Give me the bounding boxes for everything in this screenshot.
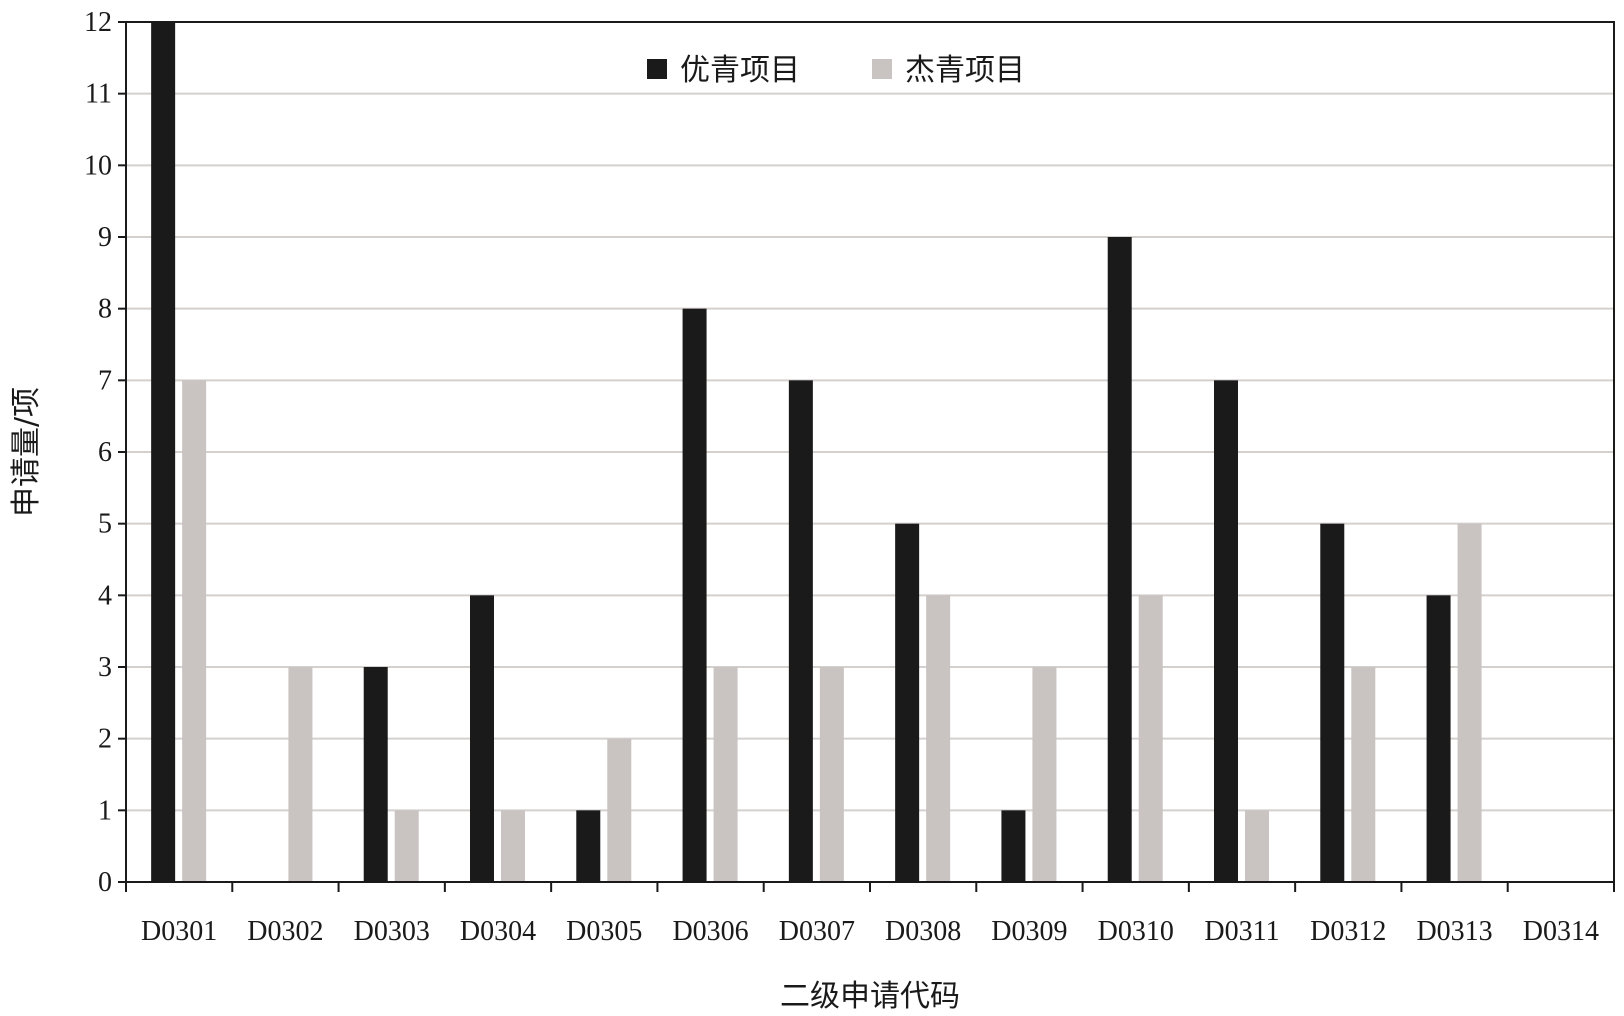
- bar-youqing-d0303: [363, 667, 388, 882]
- gridlines: [126, 21, 1614, 812]
- bar-jieqing-d0307: [819, 667, 844, 882]
- bar-youqing-d0308: [895, 523, 920, 882]
- bar-jieqing-d0305: [607, 738, 632, 882]
- bar-youqing-d0309: [1001, 810, 1026, 882]
- x-tick-label: D0303: [354, 916, 430, 947]
- bar-jieqing-d0308: [926, 595, 951, 882]
- x-tick-label: D0308: [885, 916, 961, 947]
- bar-jieqing-d0306: [713, 667, 738, 882]
- bar-jieqing-d0311: [1245, 810, 1269, 882]
- x-tick-label: D0302: [247, 916, 323, 947]
- y-tick-label: 4: [98, 580, 112, 611]
- x-tick-label: D0306: [672, 916, 748, 947]
- bar-jieqing-d0301: [182, 380, 207, 882]
- legend-swatch-youqing: [647, 59, 667, 79]
- x-axis-title: 二级申请代码: [780, 979, 960, 1014]
- bars: [151, 22, 1482, 883]
- x-tick-label: D0307: [779, 916, 855, 947]
- bar-jieqing-d0309: [1032, 667, 1057, 882]
- x-tick-label: D0305: [566, 916, 642, 947]
- y-tick-label: 5: [98, 509, 112, 540]
- x-tick-label: D0310: [1098, 916, 1174, 947]
- legend-label-jieqing: 杰青项目: [905, 53, 1025, 88]
- bar-youqing-d0307: [788, 380, 813, 882]
- bar-jieqing-d0313: [1457, 523, 1482, 882]
- legend-swatch-jieqing: [872, 59, 892, 79]
- y-tick-label: 6: [98, 437, 112, 468]
- y-tick-label: 9: [98, 222, 112, 253]
- bar-youqing-d0312: [1320, 523, 1345, 882]
- x-tick-label: D0313: [1416, 916, 1492, 947]
- y-tick-label: 2: [98, 724, 112, 755]
- bar-youqing-d0305: [576, 810, 601, 882]
- y-tick-label: 3: [98, 652, 112, 683]
- y-tick-label: 1: [98, 795, 112, 826]
- x-tick-label: D0314: [1523, 916, 1599, 947]
- bar-youqing-d0310: [1107, 237, 1132, 882]
- y-tick-label: 12: [84, 7, 112, 38]
- y-tick-label: 0: [98, 867, 112, 898]
- x-tick-label: D0309: [991, 916, 1067, 947]
- bar-jieqing-d0310: [1138, 595, 1163, 882]
- bar-jieqing-d0302: [288, 667, 313, 882]
- bar-jieqing-d0304: [501, 810, 525, 882]
- y-tick-label: 11: [85, 79, 112, 110]
- y-tick-label: 8: [98, 294, 112, 325]
- bar-youqing-d0304: [470, 595, 494, 882]
- bar-jieqing-d0303: [394, 810, 419, 882]
- x-tick-label: D0311: [1204, 916, 1279, 947]
- x-tick-label: D0304: [460, 916, 536, 947]
- x-tick-label: D0312: [1310, 916, 1386, 947]
- x-axis: D0301 D0302 D0303 D0304 D0305 D0306 D0307 D0308…: [125, 882, 1615, 947]
- legend: 优青项目 杰青项目: [647, 53, 1025, 88]
- legend-label-youqing: 优青项目: [680, 53, 800, 88]
- bar-youqing-d0313: [1426, 595, 1451, 882]
- y-tick-label: 10: [84, 150, 112, 181]
- bar-youqing-d0311: [1214, 380, 1238, 882]
- x-tick-label: D0301: [141, 916, 217, 947]
- y-axis-title: 申请量/项: [9, 387, 44, 517]
- bar-youqing-d0306: [682, 308, 707, 883]
- bar-jieqing-d0312: [1351, 667, 1376, 882]
- y-tick-label: 7: [98, 365, 112, 396]
- bar-youqing-d0301: [151, 22, 176, 882]
